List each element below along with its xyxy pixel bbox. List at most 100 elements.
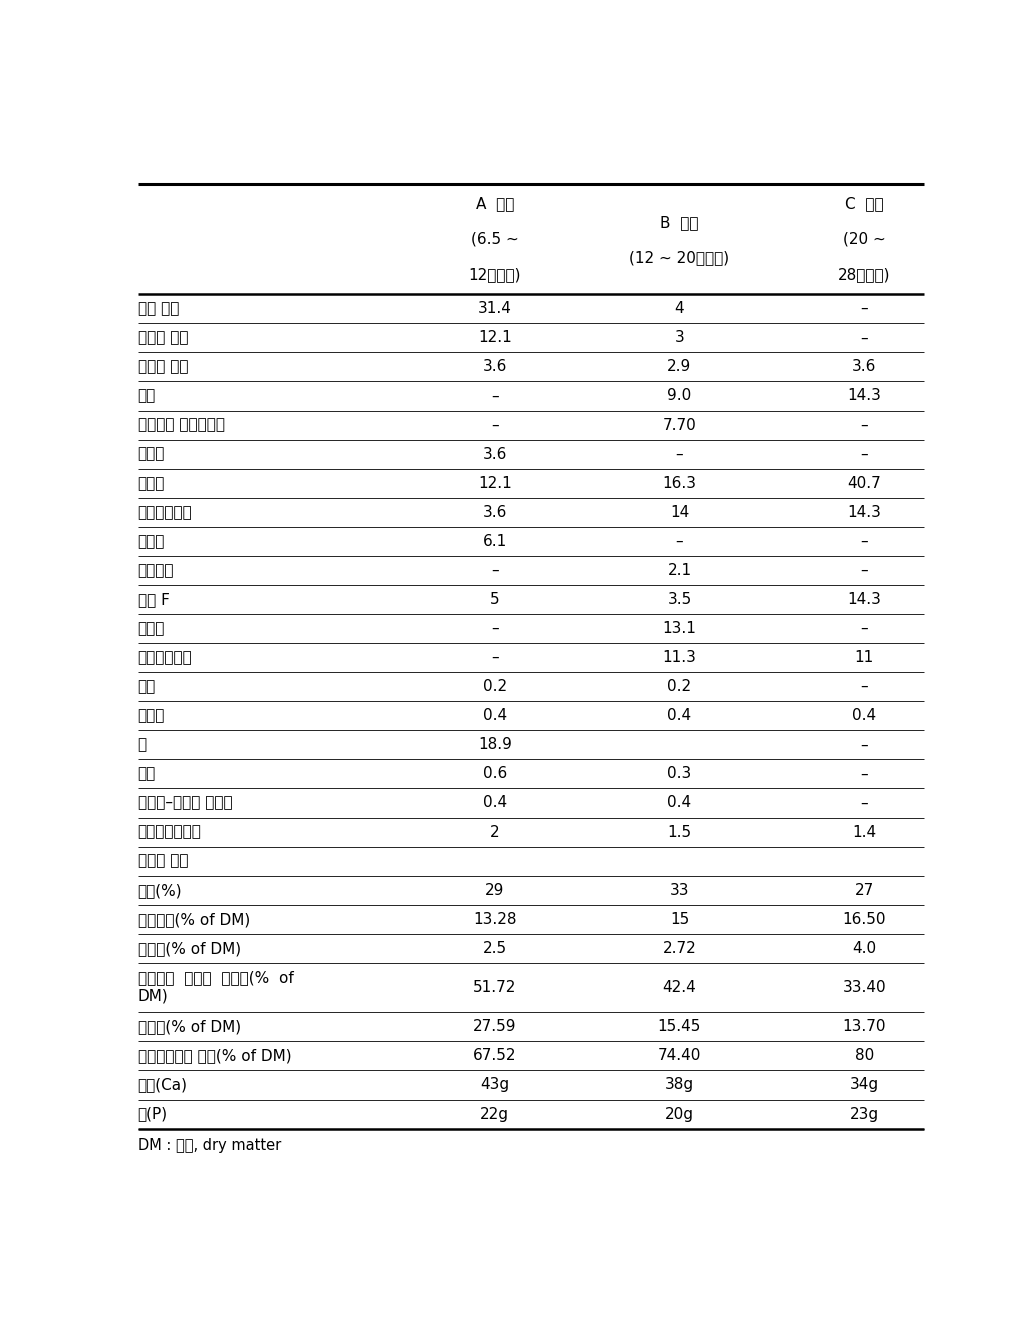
Text: 67.52: 67.52 [473, 1048, 517, 1064]
Text: DM : 건물, dry matter: DM : 건물, dry matter [138, 1138, 281, 1152]
Text: 티모시 건초: 티모시 건초 [138, 331, 188, 345]
Text: 3.6: 3.6 [483, 447, 507, 462]
Text: 2.5: 2.5 [483, 941, 507, 955]
Text: 7.70: 7.70 [663, 418, 696, 433]
Text: 31.4: 31.4 [478, 302, 512, 316]
Text: –: – [860, 302, 868, 316]
Text: 전지면실: 전지면실 [138, 562, 174, 578]
Text: 13.70: 13.70 [842, 1019, 886, 1035]
Text: 화학적 성분: 화학적 성분 [138, 853, 188, 869]
Text: 2: 2 [490, 824, 499, 840]
Text: 14.3: 14.3 [847, 505, 881, 520]
Text: 칼슘(Ca): 칼슘(Ca) [138, 1077, 188, 1093]
Text: 5: 5 [490, 591, 499, 607]
Text: –: – [860, 447, 868, 462]
Text: 28개월령): 28개월령) [838, 267, 890, 282]
Text: 물: 물 [138, 737, 147, 753]
Text: 34g: 34g [850, 1077, 879, 1093]
Text: 가소화영양성 총량(% of DM): 가소화영양성 총량(% of DM) [138, 1048, 291, 1064]
Text: (6.5 ~: (6.5 ~ [471, 232, 519, 246]
Text: 3.6: 3.6 [852, 360, 876, 374]
Text: 밀기울: 밀기울 [138, 447, 165, 462]
Text: 대두박: 대두박 [138, 534, 165, 549]
Text: –: – [860, 679, 868, 695]
Text: B  단계: B 단계 [660, 216, 698, 230]
Text: 맥주박: 맥주박 [138, 620, 165, 636]
Text: 16.50: 16.50 [842, 912, 886, 927]
Text: 14: 14 [670, 505, 689, 520]
Text: 12.1: 12.1 [478, 476, 512, 491]
Text: 4: 4 [674, 302, 685, 316]
Text: –: – [491, 650, 498, 665]
Text: 74.40: 74.40 [658, 1048, 701, 1064]
Text: –: – [860, 562, 868, 578]
Text: 조섬유(% of DM): 조섬유(% of DM) [138, 1019, 240, 1035]
Text: 23g: 23g [850, 1106, 879, 1122]
Text: 40.7: 40.7 [847, 476, 881, 491]
Text: –: – [860, 795, 868, 811]
Text: 수분(%): 수분(%) [138, 882, 182, 898]
Text: 33: 33 [669, 882, 689, 898]
Text: 3: 3 [674, 331, 685, 345]
Text: 비타민–미네랄 복합제: 비타민–미네랄 복합제 [138, 795, 232, 811]
Text: 14.3: 14.3 [847, 389, 881, 404]
Text: 42.4: 42.4 [663, 980, 696, 995]
Text: 16.3: 16.3 [662, 476, 696, 491]
Text: 인(P): 인(P) [138, 1106, 168, 1122]
Text: 4.0: 4.0 [852, 941, 876, 955]
Text: A  단계: A 단계 [476, 197, 514, 212]
Text: 0.4: 0.4 [667, 795, 692, 811]
Text: 연맥 건초: 연맥 건초 [138, 302, 179, 316]
Text: 3.6: 3.6 [483, 360, 507, 374]
Text: 1.4: 1.4 [852, 824, 876, 840]
Text: 루핀 F: 루핀 F [138, 591, 170, 607]
Text: 0.4: 0.4 [667, 708, 692, 724]
Text: 중성세제  불용성  섬유소(%  of: 중성세제 불용성 섬유소(% of [138, 970, 293, 986]
Text: –: – [491, 389, 498, 404]
Text: DM): DM) [138, 990, 168, 1004]
Text: 13.1: 13.1 [663, 620, 696, 636]
Text: 당밀: 당밀 [138, 766, 155, 782]
Text: 1.5: 1.5 [667, 824, 692, 840]
Text: 0.6: 0.6 [483, 766, 507, 782]
Text: 볏짚: 볏짚 [138, 389, 155, 404]
Text: 조지방(% of DM): 조지방(% of DM) [138, 941, 240, 955]
Text: –: – [491, 418, 498, 433]
Text: 12.1: 12.1 [478, 331, 512, 345]
Text: 0.4: 0.4 [852, 708, 876, 724]
Text: 80: 80 [855, 1048, 873, 1064]
Text: –: – [675, 534, 684, 549]
Text: 염분: 염분 [138, 679, 155, 695]
Text: 6.1: 6.1 [483, 534, 507, 549]
Text: 0.3: 0.3 [667, 766, 692, 782]
Text: –: – [860, 620, 868, 636]
Text: (20 ~: (20 ~ [842, 232, 886, 246]
Text: 프로바이오틱스: 프로바이오틱스 [138, 824, 201, 840]
Text: 옥수수주정박: 옥수수주정박 [138, 650, 193, 665]
Text: 알팔파 건초: 알팔파 건초 [138, 360, 188, 374]
Text: 14.3: 14.3 [847, 591, 881, 607]
Text: 18.9: 18.9 [478, 737, 512, 753]
Text: 3.5: 3.5 [667, 591, 692, 607]
Text: 옥수수글루텐: 옥수수글루텐 [138, 505, 193, 520]
Text: 22g: 22g [481, 1106, 510, 1122]
Text: –: – [675, 447, 684, 462]
Text: 조단백질(% of DM): 조단백질(% of DM) [138, 912, 250, 927]
Text: 9.0: 9.0 [667, 389, 692, 404]
Text: –: – [491, 562, 498, 578]
Text: 33.40: 33.40 [842, 980, 886, 995]
Text: 12개월령): 12개월령) [468, 267, 521, 282]
Text: 2.1: 2.1 [667, 562, 692, 578]
Text: (12 ~ 20개월령): (12 ~ 20개월령) [630, 250, 729, 266]
Text: 15: 15 [670, 912, 689, 927]
Text: 11: 11 [855, 650, 873, 665]
Text: 0.4: 0.4 [483, 795, 507, 811]
Text: 0.2: 0.2 [667, 679, 692, 695]
Text: 13.28: 13.28 [473, 912, 517, 927]
Text: 27.59: 27.59 [473, 1019, 517, 1035]
Text: –: – [860, 737, 868, 753]
Text: 옥수수: 옥수수 [138, 476, 165, 491]
Text: 석회석: 석회석 [138, 708, 165, 724]
Text: –: – [491, 620, 498, 636]
Text: 2.9: 2.9 [667, 360, 692, 374]
